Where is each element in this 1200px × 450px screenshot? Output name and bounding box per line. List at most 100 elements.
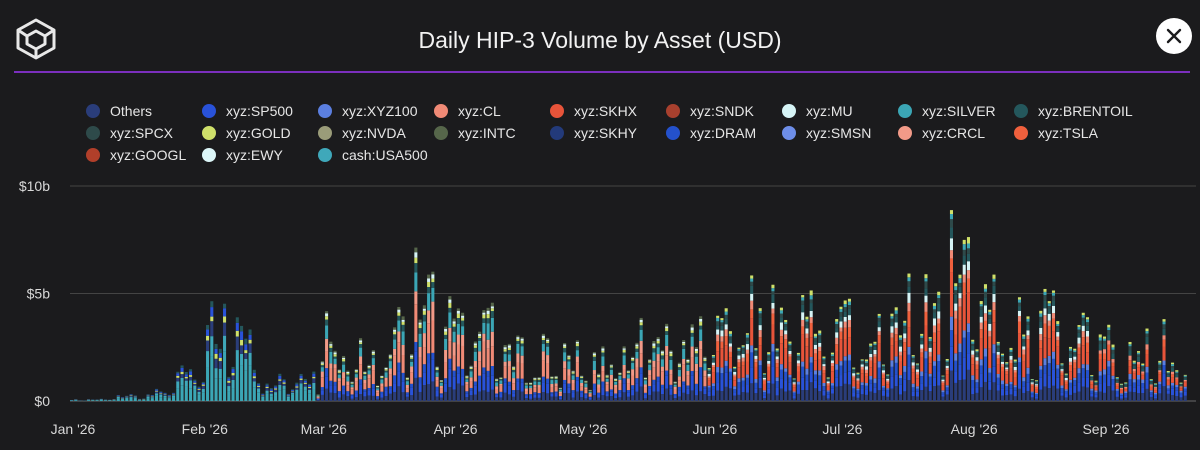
bar-segment[interactable]	[503, 351, 507, 355]
bar-segment[interactable]	[818, 333, 822, 336]
bar-segment[interactable]	[1128, 344, 1132, 347]
bar-segment[interactable]	[996, 364, 1000, 374]
bar-segment[interactable]	[1179, 384, 1183, 387]
bar-segment[interactable]	[524, 395, 528, 399]
bar-segment[interactable]	[1141, 371, 1145, 374]
bar-segment[interactable]	[1124, 395, 1128, 398]
bar-segment[interactable]	[699, 376, 703, 392]
bar-segment[interactable]	[639, 329, 643, 341]
bar-segment[interactable]	[643, 398, 647, 401]
bar-segment[interactable]	[184, 378, 188, 381]
bar-segment[interactable]	[278, 375, 282, 380]
bar-segment[interactable]	[214, 368, 218, 379]
bar-segment[interactable]	[312, 373, 316, 377]
bar-segment[interactable]	[495, 389, 499, 394]
bar-segment[interactable]	[656, 391, 660, 401]
bar-segment[interactable]	[1098, 334, 1102, 338]
bar-segment[interactable]	[405, 379, 409, 382]
bar-segment[interactable]	[397, 331, 401, 343]
bar-segment[interactable]	[656, 347, 660, 355]
bar-segment[interactable]	[1000, 384, 1005, 389]
bar-segment[interactable]	[784, 391, 788, 401]
bar-segment[interactable]	[1009, 381, 1013, 385]
bar-segment[interactable]	[337, 391, 341, 394]
bar-segment[interactable]	[478, 331, 482, 335]
bar-segment[interactable]	[937, 303, 941, 312]
bar-segment[interactable]	[1162, 339, 1166, 347]
bar-segment[interactable]	[380, 376, 384, 377]
bar-segment[interactable]	[966, 253, 970, 262]
bar-segment[interactable]	[903, 371, 907, 380]
bar-segment[interactable]	[1179, 392, 1183, 395]
bar-segment[interactable]	[703, 370, 707, 377]
bar-segment[interactable]	[524, 383, 528, 385]
bar-segment[interactable]	[533, 397, 537, 401]
bar-segment[interactable]	[873, 343, 877, 346]
bar-segment[interactable]	[410, 366, 414, 373]
bar-segment[interactable]	[996, 354, 1000, 359]
bar-segment[interactable]	[609, 389, 613, 392]
bar-segment[interactable]	[1039, 377, 1043, 390]
bar-segment[interactable]	[486, 318, 490, 324]
bar-segment[interactable]	[971, 343, 975, 346]
bar-segment[interactable]	[635, 366, 639, 379]
bar-segment[interactable]	[911, 383, 915, 388]
bar-segment[interactable]	[410, 395, 414, 401]
bar-segment[interactable]	[1085, 325, 1090, 331]
bar-segment[interactable]	[856, 372, 860, 374]
bar-segment[interactable]	[507, 349, 511, 355]
bar-segment[interactable]	[350, 384, 354, 388]
bar-segment[interactable]	[1077, 329, 1081, 333]
bar-segment[interactable]	[461, 385, 465, 401]
bar-segment[interactable]	[333, 356, 337, 359]
bar-segment[interactable]	[788, 354, 792, 357]
bar-segment[interactable]	[550, 380, 554, 384]
bar-segment[interactable]	[758, 345, 762, 361]
bar-segment[interactable]	[758, 388, 762, 401]
bar-segment[interactable]	[711, 359, 715, 363]
bar-segment[interactable]	[1081, 386, 1085, 401]
bar-segment[interactable]	[971, 354, 975, 358]
bar-segment[interactable]	[826, 398, 830, 401]
bar-segment[interactable]	[558, 393, 562, 396]
bar-segment[interactable]	[835, 321, 839, 324]
bar-segment[interactable]	[898, 337, 902, 340]
bar-segment[interactable]	[473, 361, 477, 368]
bar-segment[interactable]	[1068, 357, 1073, 362]
bar-segment[interactable]	[308, 389, 312, 394]
bar-segment[interactable]	[1124, 397, 1128, 401]
bar-segment[interactable]	[941, 392, 945, 395]
bar-segment[interactable]	[1115, 386, 1119, 389]
bar-segment[interactable]	[550, 393, 554, 397]
bar-segment[interactable]	[796, 354, 800, 356]
bar-segment[interactable]	[1060, 372, 1064, 376]
bar-segment[interactable]	[784, 319, 788, 323]
bar-segment[interactable]	[920, 357, 924, 372]
bar-segment[interactable]	[1183, 379, 1187, 382]
bar-segment[interactable]	[482, 310, 486, 313]
bar-segment[interactable]	[847, 354, 851, 361]
bar-segment[interactable]	[452, 342, 456, 356]
bar-segment[interactable]	[1115, 377, 1119, 378]
bar-segment[interactable]	[405, 384, 409, 389]
bar-segment[interactable]	[843, 300, 847, 305]
bar-segment[interactable]	[682, 340, 686, 342]
bar-segment[interactable]	[201, 388, 205, 393]
bar-segment[interactable]	[461, 326, 465, 335]
bar-segment[interactable]	[537, 379, 541, 382]
bar-segment[interactable]	[1158, 362, 1162, 365]
bar-segment[interactable]	[775, 350, 779, 352]
bar-segment[interactable]	[1153, 392, 1158, 395]
bar-segment[interactable]	[869, 379, 873, 384]
bar-segment[interactable]	[758, 308, 762, 312]
bar-segment[interactable]	[116, 396, 120, 397]
bar-segment[interactable]	[635, 383, 639, 392]
bar-segment[interactable]	[384, 396, 388, 401]
bar-segment[interactable]	[550, 376, 554, 377]
bar-segment[interactable]	[465, 377, 469, 379]
bar-segment[interactable]	[928, 341, 932, 344]
bar-segment[interactable]	[992, 294, 996, 303]
bar-segment[interactable]	[541, 382, 545, 393]
bar-segment[interactable]	[129, 395, 133, 397]
bar-segment[interactable]	[1171, 364, 1175, 367]
